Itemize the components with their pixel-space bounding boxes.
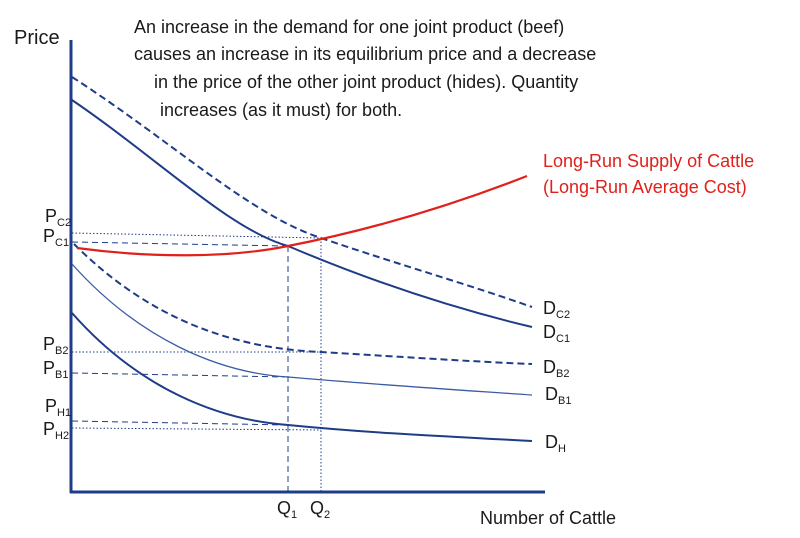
- price-label-pb1: PB1: [43, 358, 68, 381]
- curve-label-dc2: DC2: [543, 298, 570, 321]
- demand-curve-dh: [71, 312, 533, 442]
- pc1-guide: [71, 241, 289, 247]
- quantity-label-q2: Q2: [310, 498, 330, 521]
- price-label-ph1: PH1: [45, 396, 71, 419]
- price-label-pc2: PC2: [45, 206, 71, 229]
- curve-label-dc1: DC1: [543, 322, 570, 345]
- supply-label-line-1: Long-Run Supply of Cattle: [543, 151, 754, 171]
- caption-line-4: increases (as it must) for both.: [160, 100, 402, 120]
- caption-line-3: in the price of the other joint product …: [154, 72, 578, 92]
- price-label-ph2: PH2: [43, 419, 69, 442]
- long-run-supply-curve: [76, 174, 528, 257]
- demand-curve-db2: [73, 243, 533, 365]
- ph1-guide: [71, 420, 289, 426]
- pb1-guide: [71, 372, 289, 378]
- curve-label-db1: DB1: [545, 384, 571, 407]
- demand-curve-db1: [71, 263, 533, 396]
- y-axis-label: Price: [14, 27, 60, 49]
- supply-label-line-2: (Long-Run Average Cost): [543, 177, 747, 197]
- x-axis-label: Number of Cattle: [480, 508, 616, 528]
- demand-curve-dc1: [71, 99, 533, 328]
- price-label-pc1: PC1: [43, 226, 69, 249]
- curve-label-db2: DB2: [543, 357, 569, 380]
- curve-label-dh: DH: [545, 432, 566, 455]
- caption-line-2: causes an increase in its equilibrium pr…: [134, 44, 596, 64]
- quantity-label-q1: Q1: [277, 498, 297, 521]
- ph2-guide: [71, 427, 322, 431]
- pc2-guide: [71, 232, 322, 239]
- price-label-pb2: PB2: [43, 334, 68, 357]
- caption-line-1: An increase in the demand for one joint …: [134, 17, 564, 37]
- demand-curve-dc2: [71, 76, 533, 308]
